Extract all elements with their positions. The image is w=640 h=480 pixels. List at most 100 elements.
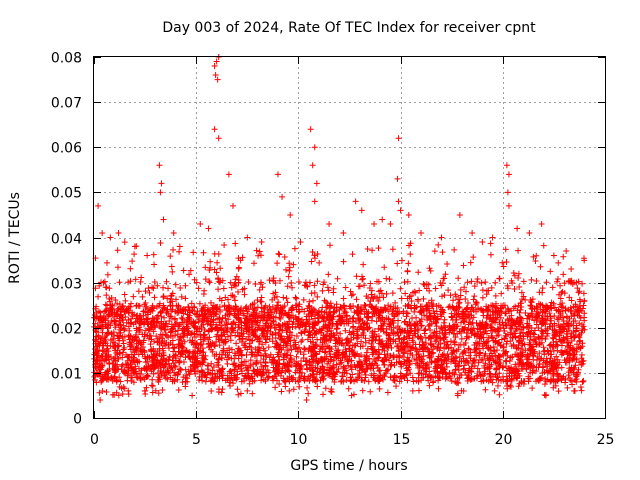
data-point [381, 361, 388, 368]
data-point [359, 361, 366, 368]
data-point [496, 321, 503, 328]
data-point [230, 361, 237, 368]
data-point [502, 332, 509, 339]
data-point [126, 354, 133, 361]
data-point [562, 379, 569, 386]
data-point [214, 259, 221, 266]
data-point [265, 344, 272, 351]
data-point [123, 308, 130, 315]
data-point [211, 343, 218, 350]
data-point [395, 135, 402, 142]
data-point [182, 295, 189, 302]
data-point [104, 313, 111, 320]
data-point [343, 316, 350, 323]
data-point [502, 310, 509, 317]
data-point [235, 314, 242, 321]
data-point [160, 216, 167, 223]
data-point [439, 369, 446, 376]
data-point [452, 291, 459, 298]
data-point [211, 63, 218, 70]
data-point [571, 312, 578, 319]
data-point [270, 290, 277, 297]
data-point [564, 339, 571, 346]
data-point [428, 374, 435, 381]
data-point [400, 310, 407, 317]
data-point [356, 358, 363, 365]
data-point [298, 316, 305, 323]
data-point [465, 359, 472, 366]
data-point [324, 324, 331, 331]
data-point [453, 380, 460, 387]
data-point [502, 357, 509, 364]
data-point [191, 330, 198, 337]
data-point [157, 189, 164, 196]
data-point [342, 284, 349, 291]
data-point [251, 260, 258, 267]
data-point [218, 389, 225, 396]
data-point [246, 362, 253, 369]
data-point [568, 364, 575, 371]
data-point [439, 249, 446, 256]
data-point [334, 368, 341, 375]
data-point [115, 229, 122, 236]
data-point [308, 362, 315, 369]
data-point [238, 325, 245, 332]
data-point [577, 383, 584, 390]
data-point [171, 362, 178, 369]
data-point [460, 388, 467, 395]
data-point [527, 341, 534, 348]
data-point [177, 335, 184, 342]
data-point [515, 341, 522, 348]
data-point [160, 340, 167, 347]
data-point [527, 369, 534, 376]
data-point [460, 341, 467, 348]
data-point [455, 296, 462, 303]
data-point [166, 345, 173, 352]
data-point [142, 387, 149, 394]
data-point [425, 299, 432, 306]
data-point [215, 286, 222, 293]
data-point [391, 330, 398, 337]
data-point [182, 378, 189, 385]
data-point [525, 312, 532, 319]
data-point [368, 287, 375, 294]
data-point [361, 353, 368, 360]
data-point [243, 328, 250, 335]
data-point [527, 302, 534, 309]
data-point [574, 371, 581, 378]
data-point [382, 305, 389, 312]
data-point [541, 369, 548, 376]
data-point [247, 357, 254, 364]
data-point [369, 328, 376, 335]
data-point [286, 387, 293, 394]
x-tick-label: 5 [192, 432, 201, 448]
data-point [231, 360, 238, 367]
data-point [544, 363, 551, 370]
data-point [563, 333, 570, 340]
data-point [520, 381, 527, 388]
data-point [384, 389, 391, 396]
data-point [118, 363, 125, 370]
data-point [101, 314, 108, 321]
data-point [492, 359, 499, 366]
data-point [272, 384, 279, 391]
data-point [415, 354, 422, 361]
data-point [200, 291, 207, 298]
data-point [526, 229, 533, 236]
data-point [502, 246, 509, 253]
data-point [465, 345, 472, 352]
data-point [436, 330, 443, 337]
data-point [182, 354, 189, 361]
data-point [559, 326, 566, 333]
data-point [158, 368, 165, 375]
data-point [307, 126, 314, 133]
data-point [321, 349, 328, 356]
data-point [113, 311, 120, 318]
data-point [478, 279, 485, 286]
data-point [305, 302, 312, 309]
data-point [520, 324, 527, 331]
data-point [228, 284, 235, 291]
data-point [204, 362, 211, 369]
data-point [457, 292, 464, 299]
data-point [375, 297, 382, 304]
